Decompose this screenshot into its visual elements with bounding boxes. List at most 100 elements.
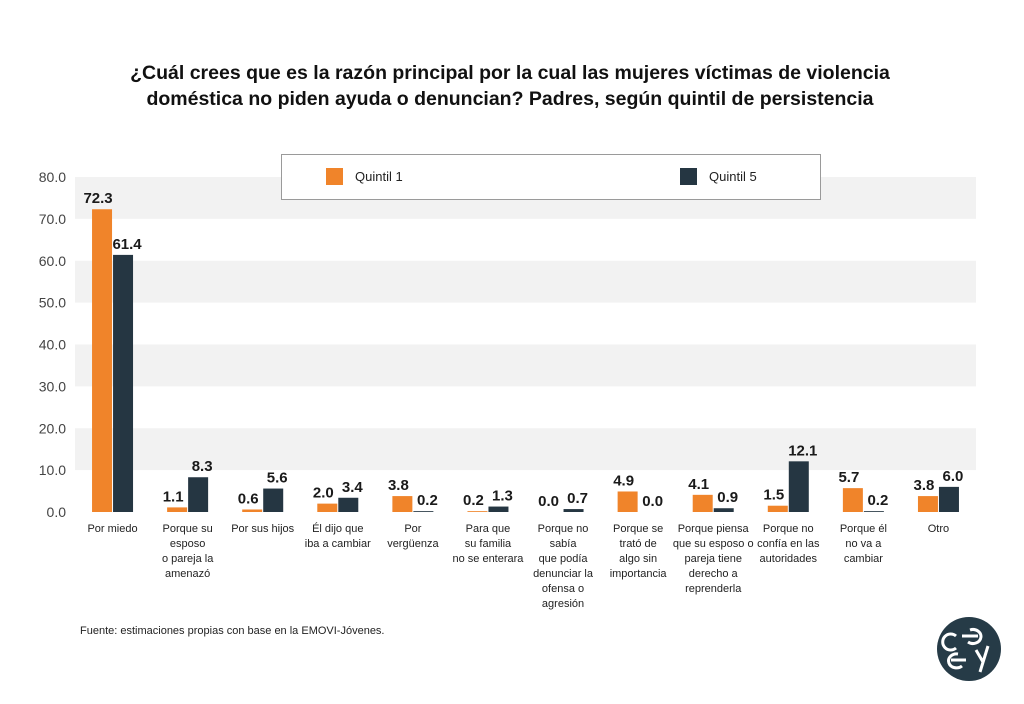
legend-label-quintil-1: Quintil 1 (355, 169, 403, 185)
category-label: Él dijo que iba a cambiar (288, 522, 388, 552)
category-label-line: denunciar la (533, 568, 593, 580)
category-label-line: iba a cambiar (304, 538, 371, 550)
bar-quintil-1 (767, 505, 788, 512)
category-label-line: amenazó (164, 568, 211, 580)
legend-swatch-quintil-1 (326, 168, 343, 186)
chart-title-line-1: ¿Cuál crees que es la razón principal po… (130, 62, 890, 84)
bar-quintil-1 (167, 507, 188, 512)
category-label-line: algo sin (619, 553, 658, 565)
value-label: 6.0 (943, 468, 964, 485)
value-label: 0.2 (417, 492, 438, 509)
category-label-line: ofensa o (541, 583, 585, 595)
value-label: 1.1 (163, 488, 184, 505)
category-label-line: esposo (169, 538, 206, 550)
category-label-line: importancia (609, 568, 667, 580)
ceey-logo-icon (937, 617, 1001, 681)
category-label-line: Porque él (839, 523, 887, 535)
value-label: 0.9 (717, 489, 738, 506)
category-label-line: pareja tiene (684, 553, 742, 565)
bar-quintil-1 (392, 496, 413, 512)
value-label: 1.3 (492, 488, 513, 505)
bar-quintil-1 (692, 494, 713, 512)
category-label-line: agresión (541, 598, 585, 610)
grid-bands (75, 177, 976, 471)
category-label-line: que podía (538, 553, 588, 565)
category-label-line: derecho a (688, 568, 738, 580)
legend: Quintil 1 Quintil 5 (281, 154, 821, 200)
bar-quintil-1 (317, 503, 338, 512)
value-label: 61.4 (112, 236, 142, 253)
bar-quintil-1 (242, 509, 263, 512)
bar-quintil-1 (842, 488, 863, 512)
value-label: 3.8 (388, 477, 409, 494)
category-label-line: cambiar (843, 553, 883, 565)
value-labels: 72.3 61.4 1.1 8.3 0.6 5.6 2.0 3.4 3.8 0.2 0.2 1.3 0.… (83, 190, 963, 510)
category-label-line: confía en las (757, 538, 820, 550)
y-tick-label: 20.0 (39, 420, 66, 436)
bar-quintil-5 (263, 488, 284, 512)
source-note: Fuente: estimaciones propias con base en… (80, 625, 385, 637)
category-label-line: Por miedo (87, 523, 138, 535)
value-label: 0.6 (238, 490, 259, 507)
category-label-line: que su esposo o (672, 538, 754, 550)
value-label: 4.1 (688, 476, 709, 493)
legend-item-quintil-1: Quintil 1 (326, 168, 403, 186)
category-label: Porque piensa que su esposo o pareja tiene… (663, 522, 763, 597)
category-label-line: Para que (465, 523, 511, 535)
bars (92, 209, 959, 512)
category-label: Para que su familia no se enterara (438, 522, 538, 567)
category-label: Por sus hijos (213, 522, 313, 537)
category-label: Porque su esposo o pareja la amenazó (138, 522, 238, 582)
category-label-line: Porque no (537, 523, 589, 535)
category-label: Porque se trató de algo sin importancia (588, 522, 688, 582)
category-label: Por miedo (63, 522, 163, 537)
bar-quintil-5 (713, 508, 734, 512)
value-label: 3.8 (914, 477, 935, 494)
category-label-line: reprenderla (685, 583, 742, 595)
category-label-line: Él dijo que (312, 523, 364, 535)
bar-quintil-5 (413, 511, 434, 512)
y-tick-label: 80.0 (39, 169, 66, 185)
value-label: 4.9 (613, 472, 634, 489)
chart-title: ¿Cuál crees que es la razón principal po… (60, 60, 960, 112)
bar-quintil-5 (863, 511, 884, 512)
value-label: 12.1 (788, 442, 817, 459)
category-label: Porque no confía en las autoridades (738, 522, 838, 567)
category-label-line: Porque su (162, 523, 213, 535)
grid-band (75, 344, 976, 387)
value-label: 0.0 (538, 493, 559, 510)
value-label: 3.4 (342, 479, 364, 496)
category-label-line: Porque no (762, 523, 814, 535)
category-label-line: su familia (464, 538, 512, 550)
category-label-line: no se enterara (452, 553, 524, 565)
y-tick-label: 70.0 (39, 211, 66, 227)
category-label-line: vergüenza (387, 538, 439, 550)
bar-quintil-5 (563, 509, 584, 512)
value-label: 1.5 (763, 487, 784, 504)
bar-quintil-5 (788, 461, 809, 512)
category-label-line: trató de (619, 538, 657, 550)
bar-quintil-1 (92, 209, 113, 512)
value-label: 0.0 (642, 493, 663, 510)
grid-band (75, 260, 976, 303)
legend-swatch-quintil-5 (680, 168, 697, 186)
value-label: 5.7 (838, 469, 859, 486)
value-label: 5.6 (267, 470, 288, 487)
y-tick-label: 50.0 (39, 295, 66, 311)
category-label-line: autoridades (759, 553, 818, 565)
bar-quintil-1 (617, 491, 638, 512)
category-label: Porque no sabía que podía denunciar la ofens… (513, 522, 613, 612)
value-label: 0.2 (463, 492, 484, 509)
grid-band (75, 428, 976, 471)
bar-quintil-5 (113, 254, 134, 512)
bar-quintil-1 (917, 496, 938, 512)
chart-title-line-2: doméstica no piden ayuda o denuncian? Pa… (146, 88, 874, 110)
value-label: 2.0 (313, 485, 334, 502)
value-label: 0.7 (567, 490, 588, 507)
category-label-line: Otro (927, 523, 950, 535)
category-label: Porque él no va a cambiar (813, 522, 913, 567)
value-label: 72.3 (83, 190, 112, 207)
y-tick-label: 30.0 (39, 378, 66, 394)
y-tick-label: 40.0 (39, 337, 66, 353)
